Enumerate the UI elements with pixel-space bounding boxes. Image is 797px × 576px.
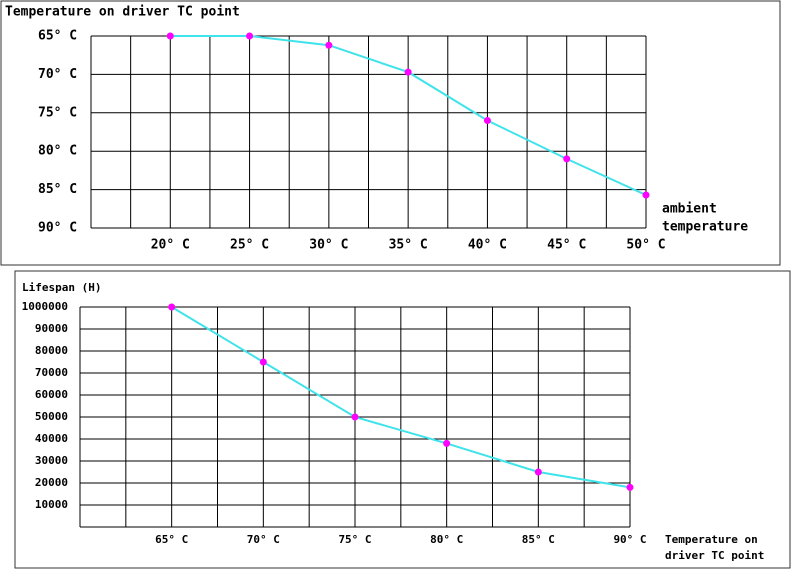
y-tick-label: 10000 [35, 498, 68, 511]
data-point [626, 483, 634, 491]
data-point [443, 439, 451, 447]
y-tick-label: 50000 [35, 410, 68, 423]
data-point [404, 68, 412, 76]
x-axis-title: driver TC point [665, 549, 764, 562]
y-tick-label: 90° C [38, 221, 77, 236]
x-tick-label: 45° C [547, 238, 586, 253]
y-tick-label: 1000000 [22, 300, 68, 313]
y-tick-label: 70000 [35, 366, 68, 379]
data-point [168, 303, 176, 311]
x-tick-label: 90° C [613, 533, 646, 546]
x-tick-label: 75° C [338, 533, 371, 546]
x-axis-title: Temperature on [665, 533, 758, 546]
x-tick-label: 70° C [247, 533, 280, 546]
y-tick-label: 80° C [38, 144, 77, 159]
y-axis-title: Temperature on driver TC point [5, 5, 240, 20]
x-tick-label: 20° C [151, 238, 190, 253]
y-tick-label: 90000 [35, 322, 68, 335]
data-point [642, 191, 650, 199]
y-tick-label: 65° C [38, 29, 77, 44]
y-tick-label: 30000 [35, 454, 68, 467]
panel-frame [0, 0, 781, 266]
x-axis-title: ambient [662, 202, 717, 217]
panel-frame [14, 270, 791, 569]
x-tick-label: 80° C [430, 533, 463, 546]
x-tick-label: 30° C [309, 238, 348, 253]
x-tick-label: 40° C [468, 238, 507, 253]
data-point [483, 116, 491, 124]
x-tick-label: 85° C [522, 533, 555, 546]
data-point [259, 358, 267, 366]
data-point [166, 32, 174, 40]
x-tick-label: 50° C [626, 238, 665, 253]
y-tick-label: 20000 [35, 476, 68, 489]
data-point [246, 32, 254, 40]
data-point [534, 468, 542, 476]
y-tick-label: 40000 [35, 432, 68, 445]
chart-temperature: Temperature on driver TC point ambient tem… [5, 5, 748, 253]
data-point [325, 41, 333, 49]
y-axis-title: Lifespan (H) [22, 281, 101, 294]
y-tick-label: 85° C [38, 182, 77, 197]
chart-lifespan: Lifespan (H) Temperature on driver TC poin… [22, 281, 765, 562]
data-point [563, 155, 571, 163]
y-tick-label: 80000 [35, 344, 68, 357]
data-point [351, 413, 359, 421]
x-tick-label: 25° C [230, 238, 269, 253]
y-tick-label: 75° C [38, 105, 77, 120]
y-tick-label: 60000 [35, 388, 68, 401]
y-tick-label: 70° C [38, 67, 77, 82]
x-tick-label: 65° C [155, 533, 188, 546]
x-axis-title: temperature [662, 220, 748, 235]
x-tick-label: 35° C [389, 238, 428, 253]
data-line [171, 306, 631, 489]
